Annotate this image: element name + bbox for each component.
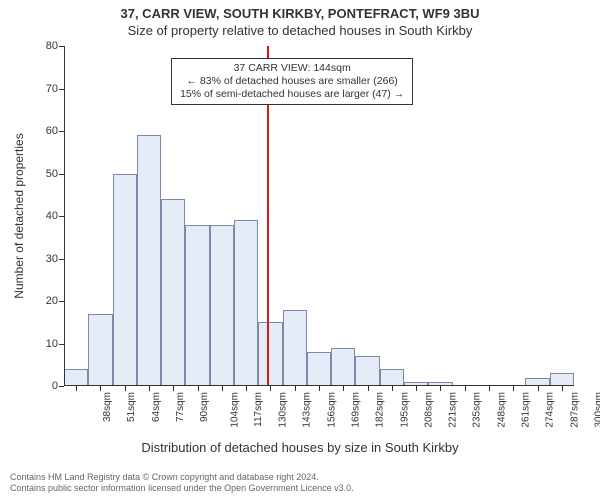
x-tick-mark bbox=[173, 386, 174, 391]
x-tick-mark bbox=[100, 386, 101, 391]
x-axis-label: Distribution of detached houses by size … bbox=[0, 440, 600, 455]
histogram-bar bbox=[307, 352, 331, 386]
info-box-line: 15% of semi-detached houses are larger (… bbox=[180, 88, 404, 101]
x-tick-label: 130sqm bbox=[278, 392, 289, 428]
x-tick-mark bbox=[222, 386, 223, 391]
x-tick-mark bbox=[513, 386, 514, 391]
histogram-bar bbox=[210, 225, 234, 387]
x-tick-mark bbox=[198, 386, 199, 391]
x-tick-label: 90sqm bbox=[199, 392, 210, 422]
x-tick-label: 261sqm bbox=[521, 392, 532, 428]
histogram-bar bbox=[88, 314, 112, 386]
histogram-bar bbox=[355, 356, 379, 386]
x-tick-label: 64sqm bbox=[151, 392, 162, 422]
x-tick-label: 182sqm bbox=[375, 392, 386, 428]
info-box-line: 37 CARR VIEW: 144sqm bbox=[180, 62, 404, 75]
x-tick-mark bbox=[489, 386, 490, 391]
y-axis bbox=[64, 46, 65, 386]
chart-subtitle: Size of property relative to detached ho… bbox=[0, 21, 600, 38]
x-tick-label: 287sqm bbox=[569, 392, 580, 428]
x-tick-mark bbox=[125, 386, 126, 391]
x-axis bbox=[64, 385, 574, 386]
x-tick-label: 156sqm bbox=[326, 392, 337, 428]
footer-line: Contains public sector information licen… bbox=[10, 483, 354, 494]
x-tick-mark bbox=[368, 386, 369, 391]
x-tick-label: 104sqm bbox=[229, 392, 240, 428]
x-tick-mark bbox=[416, 386, 417, 391]
x-tick-mark bbox=[295, 386, 296, 391]
histogram-bar bbox=[234, 220, 258, 386]
histogram-bar bbox=[380, 369, 404, 386]
x-tick-label: 248sqm bbox=[496, 392, 507, 428]
footer-line: Contains HM Land Registry data © Crown c… bbox=[10, 472, 354, 483]
histogram-bar bbox=[185, 225, 209, 387]
x-tick-mark bbox=[465, 386, 466, 391]
footer-attribution: Contains HM Land Registry data © Crown c… bbox=[10, 472, 354, 494]
histogram-bar bbox=[113, 174, 137, 387]
x-tick-label: 38sqm bbox=[102, 392, 113, 422]
x-tick-mark bbox=[76, 386, 77, 391]
x-tick-label: 117sqm bbox=[253, 392, 264, 427]
x-tick-mark bbox=[392, 386, 393, 391]
x-tick-label: 51sqm bbox=[126, 392, 137, 422]
chart-title: 37, CARR VIEW, SOUTH KIRKBY, PONTEFRACT,… bbox=[0, 0, 600, 21]
x-tick-label: 143sqm bbox=[302, 392, 313, 428]
x-tick-mark bbox=[149, 386, 150, 391]
histogram-bar bbox=[161, 199, 185, 386]
x-tick-label: 169sqm bbox=[351, 392, 362, 428]
histogram-bar bbox=[331, 348, 355, 386]
x-tick-mark bbox=[270, 386, 271, 391]
x-tick-label: 300sqm bbox=[593, 392, 600, 428]
histogram-bar bbox=[64, 369, 88, 386]
y-axis-label: Number of detached properties bbox=[12, 133, 26, 298]
x-tick-label: 195sqm bbox=[399, 392, 410, 428]
info-box-line: ← 83% of detached houses are smaller (26… bbox=[180, 75, 404, 88]
x-tick-label: 221sqm bbox=[448, 392, 459, 428]
plot-area: 0102030405060708038sqm51sqm64sqm77sqm90s… bbox=[64, 46, 574, 386]
info-box: 37 CARR VIEW: 144sqm← 83% of detached ho… bbox=[171, 58, 413, 105]
x-tick-mark bbox=[343, 386, 344, 391]
x-tick-mark bbox=[562, 386, 563, 391]
histogram-bar bbox=[258, 322, 282, 386]
x-tick-mark bbox=[319, 386, 320, 391]
x-tick-label: 235sqm bbox=[472, 392, 483, 428]
x-tick-label: 274sqm bbox=[545, 392, 556, 428]
histogram-bar bbox=[137, 135, 161, 386]
x-tick-label: 77sqm bbox=[175, 392, 186, 422]
histogram-bar bbox=[283, 310, 307, 387]
x-tick-label: 208sqm bbox=[423, 392, 434, 428]
x-tick-mark bbox=[246, 386, 247, 391]
x-tick-mark bbox=[440, 386, 441, 391]
y-tick-mark bbox=[59, 386, 64, 387]
x-tick-mark bbox=[538, 386, 539, 391]
